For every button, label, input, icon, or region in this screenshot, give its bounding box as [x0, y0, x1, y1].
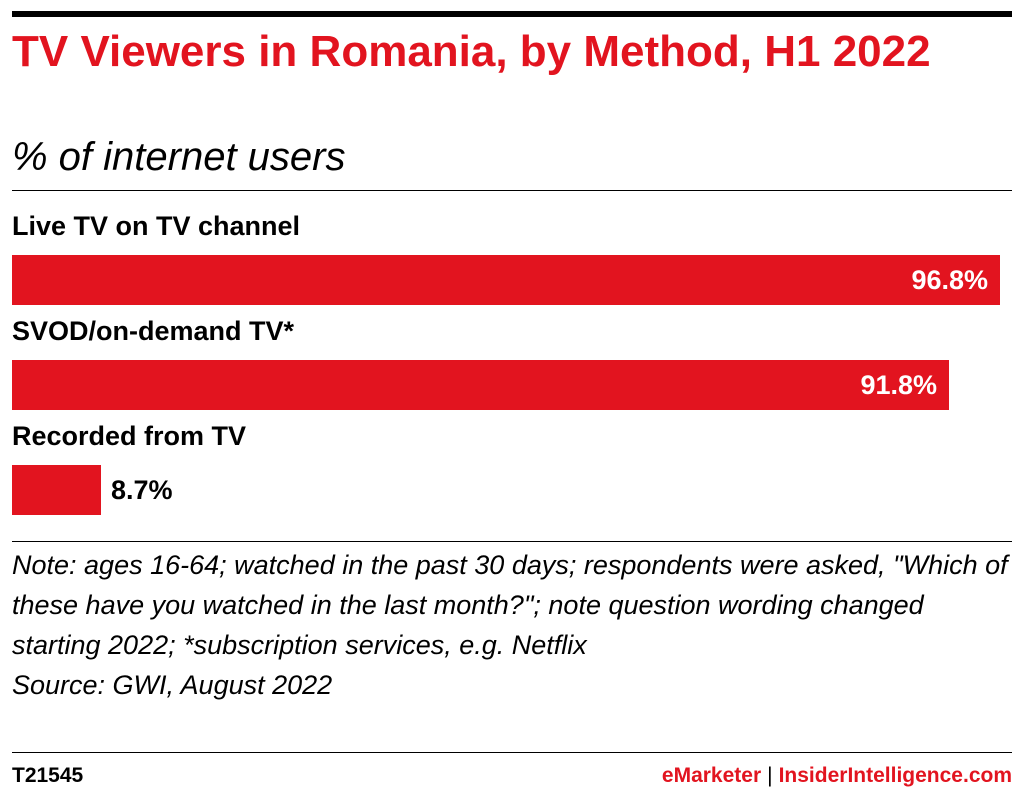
brand-separator: |: [767, 764, 773, 787]
header-divider: [12, 190, 1012, 191]
bar: [12, 255, 1000, 305]
category-label: Recorded from TV: [12, 421, 247, 451]
value-label: 96.8%: [911, 265, 988, 295]
note-text: Note: ages 16-64; watched in the past 30…: [12, 550, 1008, 660]
footer-divider: [12, 752, 1012, 753]
chart-id: T21545: [12, 764, 84, 787]
bar-chart: Live TV on TV channel 96.8% SVOD/on-demand…: [12, 210, 1012, 530]
brand-insider-intelligence: InsiderIntelligence.com: [778, 764, 1012, 787]
source-text: Source: GWI, August 2022: [12, 670, 333, 700]
brand-credit: eMarketer | InsiderIntelligence.com: [662, 764, 1012, 788]
top-rule: [12, 11, 1012, 17]
category-label: SVOD/on-demand TV*: [12, 316, 295, 346]
category-label: Live TV on TV channel: [12, 211, 301, 241]
value-label: 91.8%: [860, 370, 937, 400]
chart-subtitle: % of internet users: [12, 135, 346, 179]
notes-block: Note: ages 16-64; watched in the past 30…: [12, 545, 1012, 705]
bar: [12, 465, 101, 515]
notes-divider: [12, 541, 1012, 542]
brand-emarketer: eMarketer: [661, 764, 762, 787]
chart-title: TV Viewers in Romania, by Method, H1 202…: [12, 27, 931, 76]
value-label: 8.7%: [111, 475, 173, 505]
bar: [12, 360, 949, 410]
